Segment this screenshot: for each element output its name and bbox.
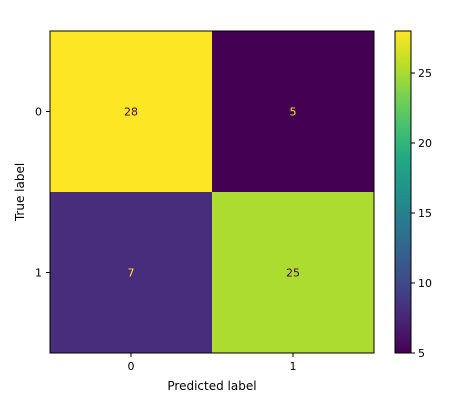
colorbar-tick-label: 15 xyxy=(418,207,432,220)
plot-frame xyxy=(49,30,375,354)
heatmap-cells: 28 5 7 25 xyxy=(50,31,374,353)
colorbar-tick-label: 10 xyxy=(418,277,432,290)
colorbar-tick-label: 20 xyxy=(418,137,432,150)
cell-value-label: 5 xyxy=(290,106,297,119)
y-axis-label: True label xyxy=(13,163,27,222)
cell-value-label: 28 xyxy=(124,106,138,119)
x-tick-label: 1 xyxy=(290,360,297,373)
y-tick-label: 1 xyxy=(35,267,42,280)
colorbar xyxy=(394,30,412,354)
x-tick-label: 0 xyxy=(128,360,135,373)
colorbar-tick-label: 25 xyxy=(418,67,432,80)
heatmap-cell xyxy=(212,192,374,353)
colorbar-ticks: 5 10 15 20 25 xyxy=(411,67,432,360)
heatmap-cell xyxy=(50,31,212,192)
y-axis-ticks: 01 xyxy=(35,106,50,280)
x-axis-label: Predicted label xyxy=(167,379,256,393)
heatmap-cell xyxy=(50,192,212,353)
cell-value-label: 25 xyxy=(286,267,300,280)
y-tick-label: 0 xyxy=(35,106,42,119)
colorbar-tick-label: 5 xyxy=(418,347,425,360)
cell-value-label: 7 xyxy=(128,267,135,280)
heatmap-cell xyxy=(212,31,374,192)
